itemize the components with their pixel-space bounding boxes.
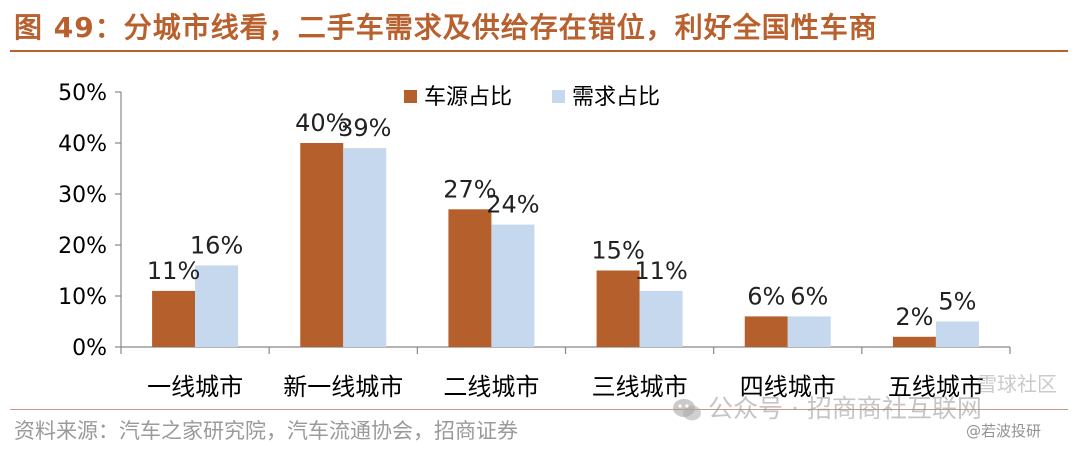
bar-supply [892, 336, 936, 347]
watermark-handle: @若波投研 [966, 422, 1042, 440]
data-label: 15% [591, 237, 644, 265]
legend-label: 车源占比 [424, 85, 512, 110]
x-axis: 一线城市 新一线城市 二线城市 三线城市 四线城市 五线城市 [120, 346, 1011, 401]
bar-demand [195, 265, 239, 347]
watermark-text: 公众号 · 招商商社互联网 [708, 394, 982, 423]
data-label: 40% [295, 109, 348, 137]
x-tick-label: 四线城市 [740, 373, 836, 401]
data-label: 11% [634, 257, 687, 285]
x-tick-label: 二线城市 [443, 373, 539, 401]
data-label: 24% [486, 191, 539, 219]
x-tick-label: 五线城市 [888, 373, 984, 401]
data-label: 5% [938, 288, 976, 316]
x-tick-label: 新一线城市 [283, 373, 403, 401]
bar-supply [152, 290, 196, 347]
bar-demand [935, 321, 979, 347]
wechat-icon [673, 399, 701, 421]
data-label: 16% [190, 231, 243, 259]
data-label: 6% [790, 282, 828, 310]
x-tick-label: 三线城市 [592, 373, 688, 401]
watermark-corner: 雪球社区 [977, 372, 1057, 396]
data-label: 39% [338, 114, 391, 142]
y-axis: 0% 10% 20% 30% 40% 50% [58, 81, 122, 361]
title-rule [10, 50, 1068, 52]
data-label: 2% [895, 303, 933, 331]
watermark-main: 公众号 · 招商商社互联网 [672, 389, 982, 425]
x-tick-label: 一线城市 [147, 373, 243, 401]
y-tick-label: 10% [58, 285, 107, 310]
value-labels: 11%16%40%39%27%24%15%11%6% 6%2%5% [147, 109, 977, 331]
bar-demand [639, 290, 683, 347]
bar-supply [448, 209, 492, 347]
bar-demand [343, 148, 387, 347]
y-tick-label: 0% [72, 336, 107, 361]
bar-supply [744, 316, 788, 347]
bars [152, 143, 979, 347]
y-tick-label: 50% [58, 81, 107, 106]
bar-demand [491, 224, 535, 347]
source-rule [10, 409, 1068, 410]
data-label: 11% [147, 257, 200, 285]
legend-label: 需求占比 [572, 85, 660, 110]
legend-swatch [552, 90, 565, 103]
legend: 车源占比 需求占比 [404, 85, 660, 110]
bar-supply [596, 270, 640, 347]
figure-title: 图 49：分城市线看，二手车需求及供给存在错位，利好全国性车商 [14, 11, 878, 44]
data-label: 27% [443, 175, 496, 203]
bar-chart: 0% 10% 20% 30% 40% 50% 一线城市 新一线城市 二线城市 三线城市 四线城市 五… [58, 81, 1011, 401]
legend-swatch [404, 90, 417, 103]
bar-demand [787, 316, 831, 347]
bar-supply [300, 143, 344, 347]
y-tick-label: 30% [58, 183, 107, 208]
y-tick-label: 20% [58, 234, 107, 259]
source-note: 资料来源：汽车之家研究院，汽车流通协会，招商证券 [14, 419, 518, 443]
y-tick-label: 40% [58, 132, 107, 157]
data-label: 6% [747, 282, 785, 310]
